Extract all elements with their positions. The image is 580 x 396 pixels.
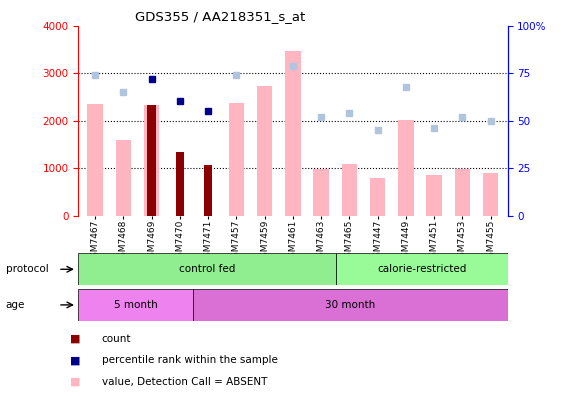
Text: value, Detection Call = ABSENT: value, Detection Call = ABSENT <box>102 377 267 387</box>
Bar <box>313 169 329 216</box>
Bar <box>88 104 103 216</box>
Text: ■: ■ <box>70 355 81 366</box>
Text: control fed: control fed <box>179 264 235 274</box>
Bar <box>455 169 470 216</box>
Bar <box>342 164 357 216</box>
Text: GDS355 / AA218351_s_at: GDS355 / AA218351_s_at <box>135 10 306 23</box>
Text: ■: ■ <box>70 333 81 344</box>
Text: 30 month: 30 month <box>325 300 375 310</box>
Bar <box>370 178 385 216</box>
Bar <box>78 289 193 321</box>
Bar <box>336 253 508 285</box>
Text: age: age <box>6 300 25 310</box>
Text: calorie-restricted: calorie-restricted <box>377 264 466 274</box>
Text: protocol: protocol <box>6 264 49 274</box>
Bar <box>285 51 300 216</box>
Bar <box>398 120 414 216</box>
Bar <box>257 86 273 216</box>
Bar <box>229 103 244 216</box>
Bar <box>147 105 156 216</box>
Bar <box>78 253 336 285</box>
Text: 5 month: 5 month <box>114 300 157 310</box>
Bar <box>204 166 212 216</box>
Text: percentile rank within the sample: percentile rank within the sample <box>102 355 277 366</box>
Text: count: count <box>102 333 131 344</box>
Bar <box>176 152 184 216</box>
Bar <box>193 289 507 321</box>
Bar <box>144 105 160 216</box>
Bar <box>483 173 498 216</box>
Bar <box>426 175 442 216</box>
Text: ■: ■ <box>70 377 81 387</box>
Bar <box>116 140 131 216</box>
